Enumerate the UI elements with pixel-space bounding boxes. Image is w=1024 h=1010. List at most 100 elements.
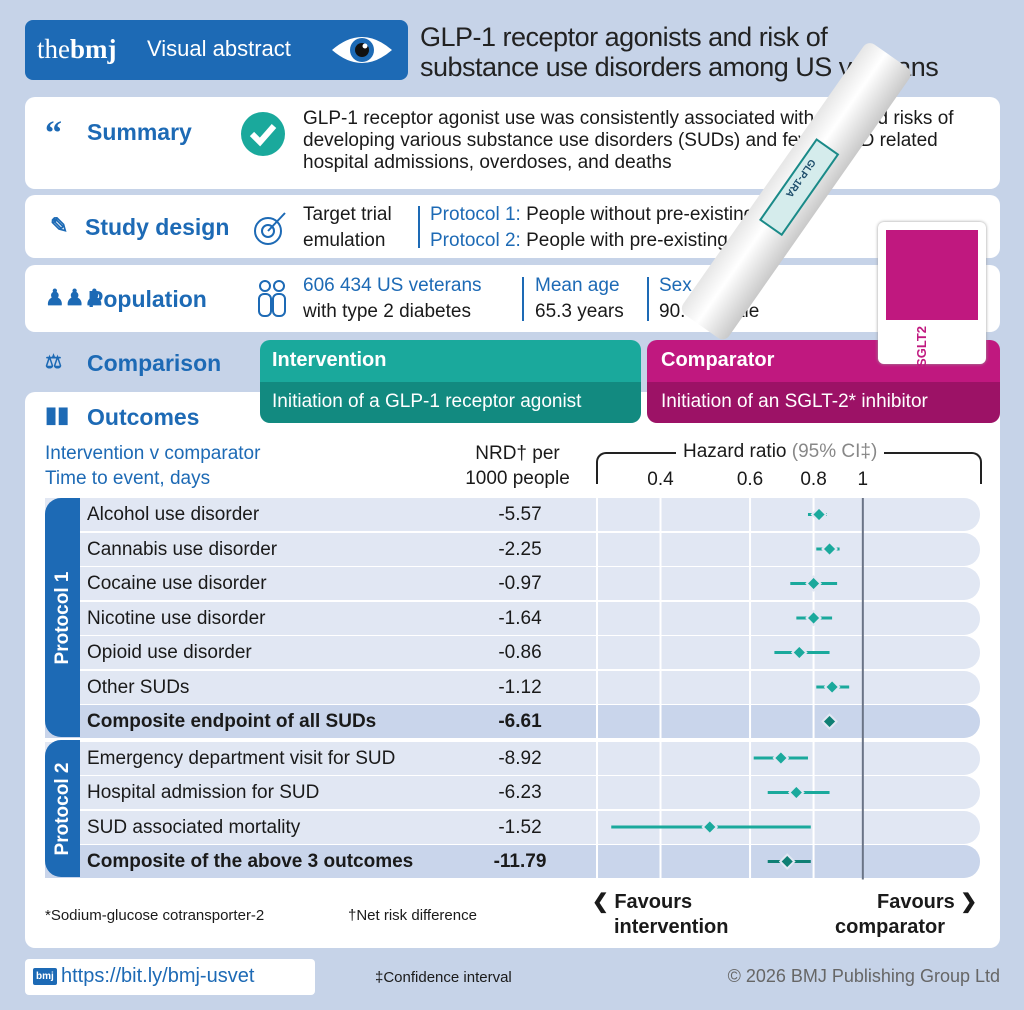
favours-intervention: ❮ Favours intervention bbox=[592, 890, 728, 940]
hr-point bbox=[790, 644, 808, 661]
visual-abstract-label: Visual abstract bbox=[147, 36, 291, 61]
nrd-value: -1.12 bbox=[498, 676, 542, 698]
mean-age-label: Mean age bbox=[535, 275, 620, 296]
comparator-text: Initiation of an SGLT-2* inhibitor bbox=[647, 382, 1000, 423]
nrd-value: -11.79 bbox=[493, 851, 547, 872]
design-line-1: Target trial bbox=[303, 204, 392, 225]
outcome-label: Composite of the above 3 outcomes bbox=[87, 851, 414, 872]
outcome-label: Nicotine use disorder bbox=[87, 607, 266, 629]
bmj-small-logo: bmj bbox=[33, 968, 57, 985]
sglt2-box-illustration: SGLT2 bbox=[878, 222, 986, 367]
bar-chart-icon: ▮▮ bbox=[45, 402, 70, 427]
hr-ci-text: (95% CI‡) bbox=[791, 441, 878, 462]
visual-abstract-banner: thebmj Visual abstract bbox=[25, 20, 408, 80]
hr-point bbox=[823, 678, 841, 696]
hr-title-text: Hazard ratio bbox=[683, 441, 787, 462]
outcome-label: Opioid use disorder bbox=[87, 642, 252, 663]
protocol-2-text: People with pre-existing SUD bbox=[526, 230, 774, 251]
comparison-label: Comparison bbox=[87, 350, 222, 376]
nrd-value: -8.92 bbox=[498, 747, 542, 769]
divider bbox=[647, 277, 649, 321]
outcome-label: Alcohol use disorder bbox=[87, 504, 260, 525]
favours-right-1: Favours bbox=[877, 891, 955, 913]
population-label: Population bbox=[88, 286, 207, 312]
table-row bbox=[45, 845, 980, 878]
nrd-value: -5.57 bbox=[498, 504, 542, 525]
tick-label: 0.8 bbox=[800, 469, 826, 490]
sex-label: Sex bbox=[659, 275, 692, 296]
study-design-label: Study design bbox=[85, 214, 230, 240]
outcome-label: Other SUDs bbox=[87, 676, 190, 698]
column-header-outcome-2: Time to event, days bbox=[45, 468, 211, 489]
nrd-value: -1.52 bbox=[498, 816, 542, 838]
outcome-label: Emergency department visit for SUD bbox=[87, 747, 396, 769]
hr-title: Hazard ratio (95% CI‡) bbox=[676, 441, 885, 463]
mean-age-value: 65.3 years bbox=[535, 301, 624, 322]
nrd-value: -0.97 bbox=[498, 573, 542, 594]
url-link[interactable]: https://bit.ly/bmj-usvet bbox=[61, 965, 255, 987]
hr-point bbox=[772, 749, 790, 767]
logo-bmj: bmj bbox=[70, 34, 117, 64]
hr-point bbox=[805, 609, 822, 627]
scales-icon: ⚖ bbox=[45, 352, 63, 373]
logo-the: the bbox=[37, 34, 70, 64]
summary-text: GLP-1 receptor agonist use was consisten… bbox=[303, 108, 954, 173]
outcome-label: Cannabis use disorder bbox=[87, 538, 278, 560]
protocol-1-label: Protocol 1: bbox=[430, 204, 521, 225]
protocol-1-tab: Protocol 1 bbox=[45, 498, 80, 737]
eye-icon bbox=[332, 37, 392, 63]
nrd-value: -0.86 bbox=[498, 642, 542, 663]
protocol-2-label: Protocol 2: bbox=[430, 230, 521, 251]
outcome-label: Cocaine use disorder bbox=[87, 573, 267, 594]
hr-point bbox=[778, 853, 796, 870]
column-header-nrd-1: NRD† per bbox=[475, 443, 560, 464]
tick-label: 1 bbox=[858, 469, 869, 490]
summary-label: Summary bbox=[87, 119, 192, 145]
url-box[interactable]: bmj https://bit.ly/bmj-usvet bbox=[25, 959, 315, 995]
design-line-2: emulation bbox=[303, 230, 386, 251]
pencil-icon: ✎ bbox=[50, 213, 69, 238]
people-icon: ♟♟♟ bbox=[45, 285, 105, 310]
favours-left-2: intervention bbox=[614, 916, 729, 938]
table-row bbox=[45, 741, 980, 775]
outcome-label: SUD associated mortality bbox=[87, 816, 301, 838]
nrd-value: -2.25 bbox=[498, 538, 542, 560]
comparator-box: Comparator Initiation of an SGLT-2* inhi… bbox=[647, 340, 1000, 423]
footnote-ci: ‡Confidence interval bbox=[375, 969, 512, 986]
chevron-right-icon: ❯ bbox=[960, 891, 978, 913]
chevron-left-icon: ❮ bbox=[592, 891, 609, 913]
favours-comparator: Favours ❯ comparator bbox=[835, 890, 977, 940]
population-desc: with type 2 diabetes bbox=[303, 301, 471, 322]
nrd-value: -1.64 bbox=[498, 607, 542, 629]
study-design-panel: ✎ Study design Target trial emulation Pr… bbox=[25, 195, 1000, 258]
divider bbox=[522, 277, 524, 321]
protocol-2-tab: Protocol 2 bbox=[45, 740, 80, 877]
hr-point bbox=[787, 784, 805, 801]
population-count: 606 434 US veterans bbox=[303, 275, 482, 296]
favours-left-1: Favours bbox=[614, 891, 693, 913]
check-circle-icon bbox=[241, 112, 285, 156]
quote-icon: “ bbox=[45, 115, 62, 152]
hr-point bbox=[821, 713, 838, 730]
tick-label: 0.4 bbox=[647, 469, 674, 490]
protocol-1-text: People without pre-existing SUD bbox=[526, 204, 800, 225]
column-header-nrd-2: 1000 people bbox=[465, 468, 570, 489]
bmj-logo: thebmj bbox=[37, 34, 117, 65]
table-row bbox=[45, 810, 980, 844]
copyright: © 2026 BMJ Publishing Group Ltd bbox=[727, 966, 1000, 986]
title-line-1: GLP-1 receptor agonists and risk of bbox=[420, 22, 828, 52]
footnote-nrd: †Net risk difference bbox=[348, 907, 477, 924]
population-panel: ♟♟♟ Population 606 434 US veterans with … bbox=[25, 265, 1000, 332]
hr-point bbox=[821, 540, 838, 558]
hr-point bbox=[701, 818, 719, 836]
favours-right-2: comparator bbox=[835, 916, 946, 938]
outcome-label: Composite endpoint of all SUDs bbox=[87, 711, 377, 732]
person-pair-icon bbox=[258, 280, 286, 317]
target-icon bbox=[254, 212, 286, 245]
outcomes-label: Outcomes bbox=[87, 404, 200, 430]
hr-point bbox=[805, 575, 822, 592]
intervention-title: Intervention bbox=[260, 340, 641, 382]
column-header-outcome-1: Intervention v comparator bbox=[45, 443, 261, 464]
nrd-value: -6.23 bbox=[498, 782, 542, 803]
